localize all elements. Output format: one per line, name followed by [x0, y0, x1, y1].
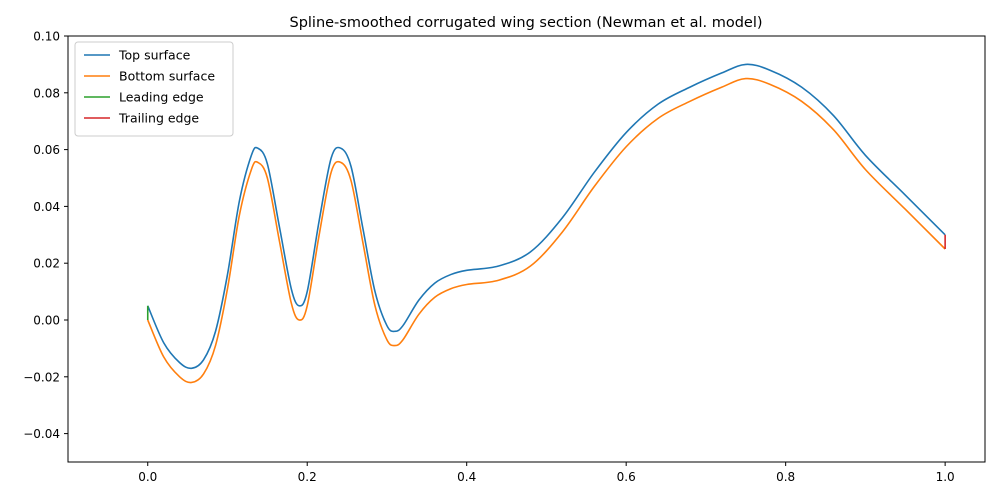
y-tick-label: 0.10: [33, 30, 60, 44]
y-tick-label: 0.00: [33, 314, 60, 328]
legend: Top surface Bottom surface Leading edge Tra…: [74, 41, 234, 137]
x-tick-label: 0.6: [617, 470, 636, 484]
x-tick-label: 0.2: [298, 470, 317, 484]
series-line-top-surface: [147, 63, 946, 370]
legend-label: Bottom surface: [119, 69, 215, 84]
y-tick-label: 0.04: [33, 200, 60, 214]
y-tick-label: 0.02: [33, 257, 60, 271]
chart-title: Spline-smoothed corrugated wing section …: [289, 15, 762, 31]
y-axis: −0.04 −0.02 0.00 0.02 0.04 0.06 0.08 0.10: [23, 30, 68, 441]
x-tick-label: 0.8: [776, 470, 795, 484]
legend-label: Leading edge: [119, 90, 204, 105]
legend-box: [74, 41, 234, 137]
y-tick-label: −0.04: [23, 427, 60, 441]
y-tick-label: −0.02: [23, 370, 60, 384]
y-tick-label: 0.06: [33, 143, 60, 157]
plot-frame: [67, 35, 986, 463]
x-tick-label: 0.4: [457, 470, 476, 484]
legend-label: Top surface: [118, 48, 191, 63]
x-axis: 0.0 0.2 0.4 0.6 0.8 1.0: [138, 462, 955, 484]
series-line-bottom-surface: [147, 77, 946, 384]
series-layer: [146, 63, 946, 384]
y-tick-label: 0.08: [33, 86, 60, 100]
x-tick-label: 1.0: [936, 470, 955, 484]
legend-label: Trailing edge: [118, 111, 199, 126]
x-tick-label: 0.0: [138, 470, 157, 484]
